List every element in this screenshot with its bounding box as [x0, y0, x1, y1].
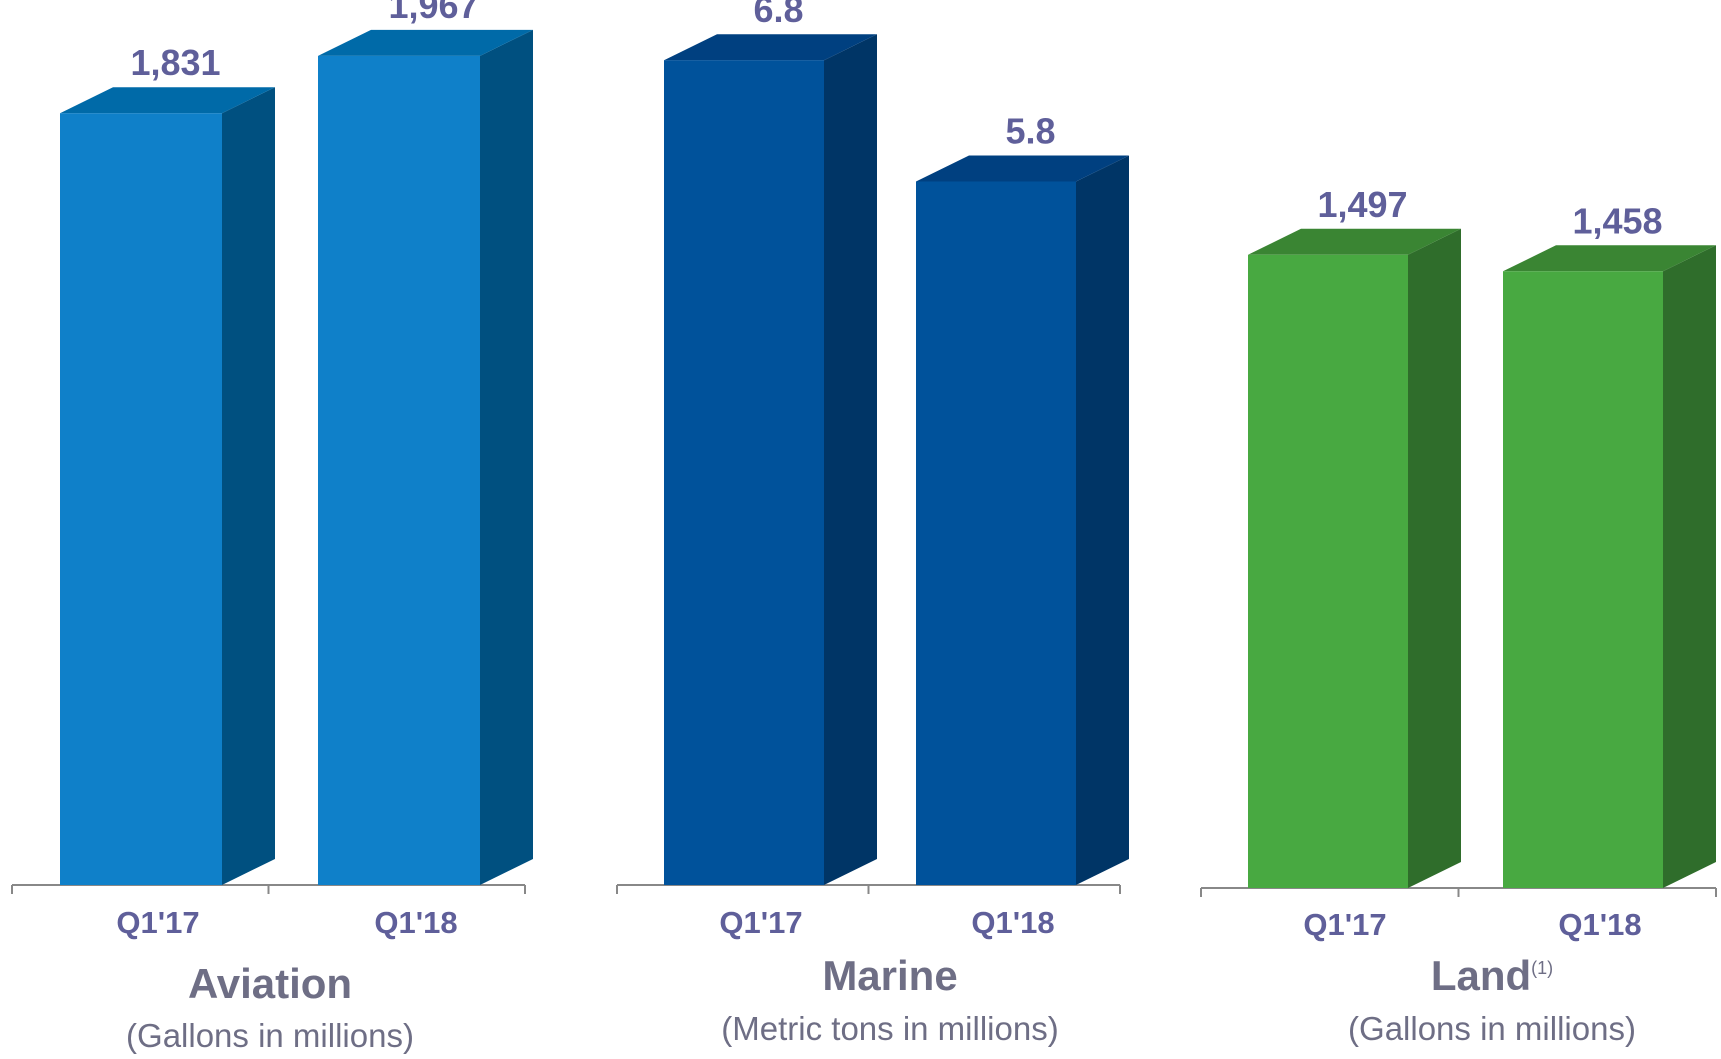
- segment-title: Marine: [822, 952, 957, 999]
- x-tick-label: Q1'17: [1303, 907, 1386, 942]
- x-tick-label: Q1'17: [116, 905, 199, 940]
- bar-aviation-0: [60, 87, 275, 885]
- bar-marine-1: [916, 155, 1129, 886]
- chart-panel-marine: 6.8 Q1'17 5.8 Q1'18 Marine (Metric tons in mi…: [616, 0, 1129, 1047]
- bar-side-face: [222, 87, 275, 885]
- segment-unit-label: (Gallons in millions): [1348, 1010, 1636, 1047]
- x-tick-label: Q1'18: [374, 905, 457, 940]
- bar-top-face: [1248, 228, 1461, 255]
- bar-land-0: [1248, 228, 1461, 889]
- segment-title-text: Aviation: [188, 960, 352, 1007]
- footnote-marker: (1): [1531, 958, 1553, 978]
- segment-title: Aviation: [188, 960, 352, 1007]
- bar-front-face: [1248, 254, 1408, 889]
- segment-title: Land(1): [1431, 952, 1553, 999]
- segment-title-text: Land: [1431, 952, 1531, 999]
- bar-front-face: [60, 113, 222, 885]
- bar-front-face: [916, 181, 1076, 886]
- bar-aviation-1: [318, 29, 533, 886]
- bar-top-face: [916, 155, 1129, 182]
- segment-unit-label: (Metric tons in millions): [721, 1010, 1058, 1047]
- bar-marine-0: [664, 34, 877, 886]
- bar-front-face: [1503, 271, 1663, 888]
- bar-front-face: [318, 55, 480, 886]
- bar-top-face: [318, 29, 533, 56]
- segment-unit-label: (Gallons in millions): [126, 1017, 414, 1054]
- bar-front-face: [664, 60, 824, 886]
- data-label: 1,967: [388, 0, 478, 26]
- bar-side-face: [1663, 245, 1716, 889]
- bar-land-1: [1503, 245, 1716, 889]
- bar-side-face: [824, 34, 877, 886]
- bar-top-face: [60, 87, 275, 114]
- x-tick-label: Q1'18: [1558, 907, 1641, 942]
- data-label: 1,831: [130, 42, 220, 83]
- data-label: 6.8: [753, 0, 803, 30]
- data-label: 1,458: [1572, 200, 1662, 241]
- segment-title-text: Marine: [822, 952, 957, 999]
- bar-top-face: [664, 34, 877, 61]
- data-label: 5.8: [1005, 110, 1055, 151]
- bar-top-face: [1503, 245, 1716, 272]
- bar-side-face: [1408, 228, 1461, 889]
- data-label: 1,497: [1317, 184, 1407, 225]
- chart-panel-aviation: 1,831 Q1'17 1,967 Q1'18 Aviation (Gallons in …: [11, 0, 533, 1054]
- bar-side-face: [480, 29, 533, 886]
- bar-side-face: [1076, 155, 1129, 886]
- x-tick-label: Q1'17: [719, 905, 802, 940]
- x-tick-label: Q1'18: [971, 905, 1054, 940]
